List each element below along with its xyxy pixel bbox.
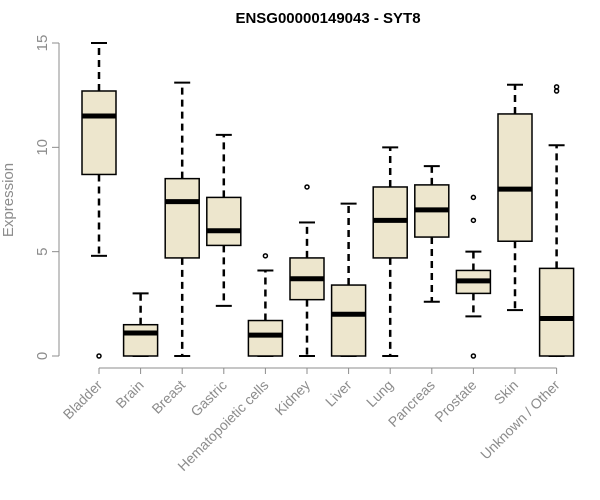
boxes [81,42,575,359]
y-axis-label: Expression [0,163,17,237]
x-tick-label: Skin [491,377,522,408]
y-tick-label: 0 [34,352,51,360]
iqr-box [81,90,117,176]
outlier-point [553,88,560,94]
iqr-box [206,196,242,247]
outlier-point [470,217,477,224]
iqr-box [164,177,200,259]
box-brain [122,292,159,357]
x-tick-label: Liver [322,377,355,410]
y-tick-label: 15 [34,35,51,52]
x-tick-label: Breast [148,377,188,417]
outlier-point [96,353,102,359]
box-breast [164,81,200,357]
box-gastric [206,133,242,307]
x-tick-label: Lung [363,377,396,410]
x-tick-label: Kidney [272,377,314,419]
outlier-point [553,84,560,90]
outlier-point [470,353,477,359]
box-lung [372,146,408,357]
box-skin [497,83,533,312]
box-prostate [455,194,492,359]
y-tick-label: 10 [34,139,51,156]
box-pancreas [414,165,450,303]
outlier-point [470,194,477,201]
x-tick-label: Brain [112,377,146,411]
iqr-box [247,319,284,357]
x-tick-label: Unknown / Other [477,377,563,463]
box-liver [330,202,367,357]
iqr-box [122,323,159,357]
chart-title: ENSG00000149043 - SYT8 [235,10,420,27]
box-unknown-other [538,84,575,357]
box-kidney [289,184,325,357]
box-bladder [81,42,117,359]
iqr-box [497,113,533,242]
box-hematopoietic-cells [247,253,284,357]
x-tick-label: Bladder [60,377,106,423]
x-tick-label: Prostate [431,377,479,425]
y-tick-label: 5 [34,247,51,255]
outlier-point [304,184,310,190]
iqr-box [538,267,575,357]
outlier-point [262,253,269,259]
iqr-box [330,284,367,357]
